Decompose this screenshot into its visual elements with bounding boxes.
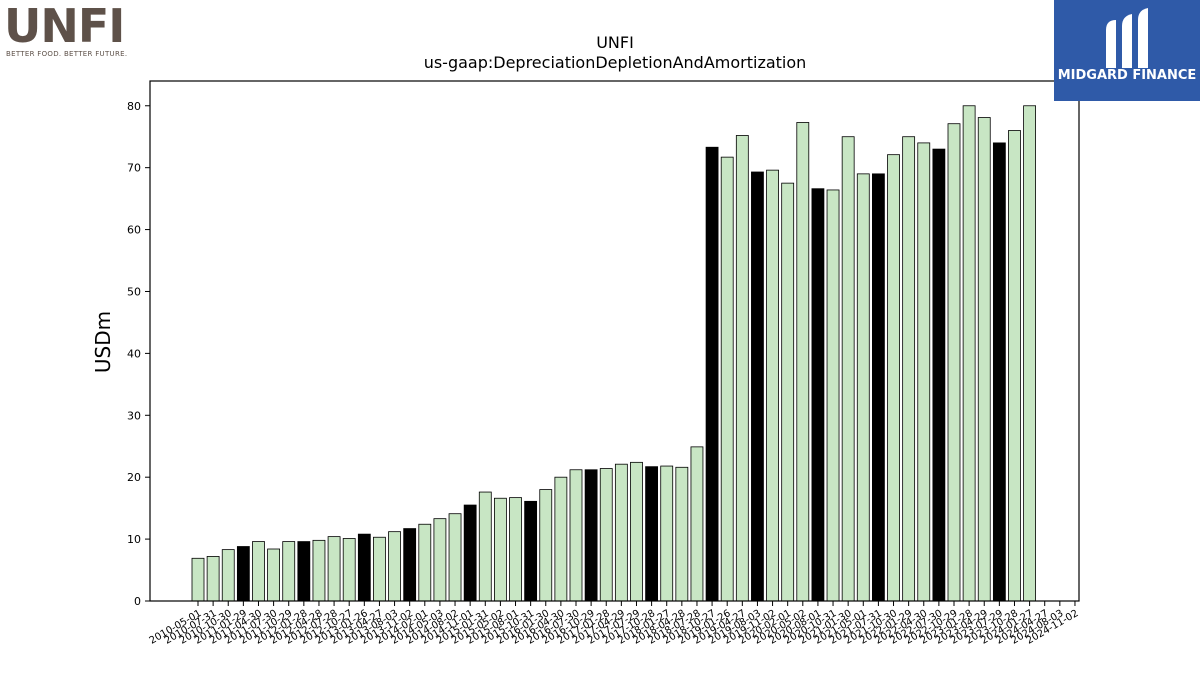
bar: [236, 546, 250, 602]
bar: [463, 504, 477, 602]
midgard-finance-logo: MIDGARD FINANCE: [1054, 0, 1200, 101]
bar: [826, 189, 840, 602]
bar: [327, 536, 341, 602]
bar: [675, 466, 689, 602]
bar: [342, 538, 356, 602]
bar: [599, 468, 613, 602]
bar: [524, 500, 538, 602]
bar: [357, 533, 371, 602]
chart-title: UNFI: [596, 33, 634, 52]
bar: [312, 539, 326, 602]
bar: [252, 541, 265, 602]
x-axis: 2010-05-012010-07-312010-10-302011-01-29…: [148, 601, 1080, 647]
bar: [478, 491, 492, 602]
bar: [1023, 105, 1036, 602]
bar: [735, 135, 749, 602]
bar: [448, 513, 462, 602]
bar: [206, 556, 220, 602]
bar: [781, 182, 795, 602]
bar: [811, 188, 825, 602]
bar: [433, 518, 447, 602]
unfi-logo: UNFI BETTER FOOD. BETTER FUTURE.: [4, 0, 128, 62]
bar: [297, 541, 311, 602]
bar: [630, 461, 643, 602]
bar: [796, 122, 810, 602]
bar: [902, 136, 916, 602]
y-tick-label: 50: [127, 285, 141, 298]
y-tick-label: 10: [127, 533, 141, 546]
chart-subtitle: us-gaap:DepreciationDepletionAndAmortiza…: [424, 53, 807, 72]
y-tick-label: 20: [127, 471, 141, 484]
y-tick-label: 30: [127, 409, 141, 422]
bar: [509, 497, 522, 602]
bar: [584, 469, 598, 602]
bar: [841, 136, 855, 602]
plot-frame: [149, 80, 1080, 602]
bar: [962, 105, 976, 602]
y-axis: 0 10 20 30 40 50 60 70 80: [127, 100, 150, 608]
bar: [388, 531, 401, 602]
y-tick-label: 60: [127, 224, 141, 237]
y-tick-label: 40: [127, 347, 141, 360]
bar: [705, 146, 719, 602]
bar: [569, 469, 583, 602]
bar: [947, 123, 961, 602]
bar: [932, 148, 946, 602]
y-tick-label: 70: [127, 162, 141, 175]
midgard-logo-text: MIDGARD FINANCE: [1057, 68, 1197, 83]
bar: [690, 446, 704, 602]
bar: [614, 463, 628, 602]
bar: [992, 142, 1006, 602]
bar: [751, 171, 764, 602]
bar: [539, 489, 553, 602]
bar: [493, 497, 507, 602]
bar: [373, 536, 386, 602]
bar: [660, 465, 674, 602]
bar: [418, 523, 432, 602]
bar: [872, 173, 885, 602]
y-tick-label: 0: [134, 595, 141, 608]
bar: [887, 154, 900, 602]
y-tick-label: 80: [127, 100, 141, 113]
unfi-logo-tagline: BETTER FOOD. BETTER FUTURE.: [6, 50, 128, 58]
bar: [977, 117, 991, 602]
bar: [282, 541, 296, 602]
midgard-mark-icon: [1106, 8, 1148, 68]
bar: [554, 476, 568, 602]
bar: [403, 528, 417, 602]
bar: [221, 549, 235, 602]
bar: [645, 466, 658, 602]
bar: [720, 156, 734, 602]
bars-group: [191, 105, 1036, 602]
bar: [917, 142, 931, 602]
bar: [856, 173, 870, 602]
bar: [267, 548, 281, 602]
y-axis-label: USDm: [91, 311, 115, 373]
bar: [191, 557, 205, 602]
bar: [1008, 130, 1021, 602]
bar: [766, 169, 779, 602]
unfi-logo-text: UNFI: [4, 0, 125, 53]
